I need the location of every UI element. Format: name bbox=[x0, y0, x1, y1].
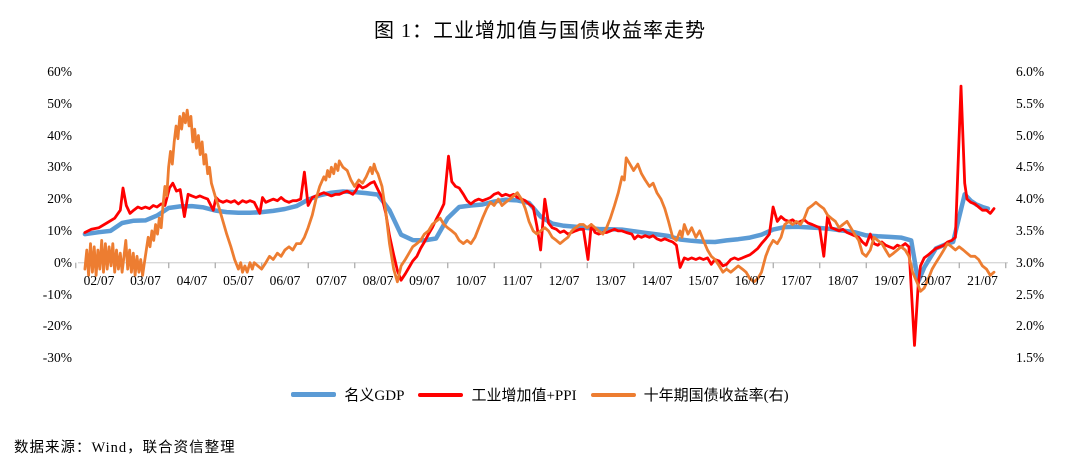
legend-label: 名义GDP bbox=[344, 388, 405, 404]
legend-line-swatch bbox=[590, 392, 636, 397]
x-axis-label: 08/07 bbox=[362, 273, 394, 288]
series-line-0 bbox=[82, 189, 991, 285]
x-axis-label: 05/07 bbox=[223, 273, 254, 288]
x-axis-label: 15/07 bbox=[688, 273, 719, 288]
y-axis-right-label: 3.5% bbox=[1016, 222, 1045, 238]
x-axis-label: 11/07 bbox=[502, 273, 533, 288]
legend-item-2: 十年期国债收益率(右) bbox=[590, 384, 789, 405]
y-axis-left-label: 20% bbox=[47, 191, 72, 207]
x-axis-label: 14/07 bbox=[641, 273, 673, 288]
x-axis-label: 02/07 bbox=[83, 273, 115, 288]
x-axis-label: 12/07 bbox=[548, 273, 580, 288]
y-axis-right-label: 2.0% bbox=[1016, 318, 1045, 334]
x-axis-label: 18/07 bbox=[827, 273, 859, 288]
legend: 名义GDP 工业增加值+PPI 十年期国债收益率(右) bbox=[0, 384, 1080, 405]
chart-title: 图 1：工业增加值与国债收益率走势 bbox=[374, 20, 706, 42]
series-line-1 bbox=[83, 84, 996, 347]
y-axis-right-label: 4.0% bbox=[1016, 191, 1045, 207]
legend-line-swatch bbox=[418, 392, 464, 397]
x-axis-label: 07/07 bbox=[316, 273, 347, 288]
x-axis-label: 06/07 bbox=[269, 273, 301, 288]
x-axis-label: 20/07 bbox=[920, 273, 952, 288]
y-axis-left-label: -30% bbox=[42, 350, 72, 366]
series-line-2 bbox=[83, 108, 996, 293]
y-axis-right-label: 1.5% bbox=[1016, 350, 1045, 366]
x-axis-label: 21/07 bbox=[967, 273, 998, 288]
x-axis-label: 17/07 bbox=[781, 273, 812, 288]
x-axis-label: 09/07 bbox=[409, 273, 440, 288]
y-axis-left-label: 10% bbox=[47, 222, 72, 238]
source-note: 数据来源：Wind，联合资信整理 bbox=[14, 440, 236, 456]
x-axis-label: 03/07 bbox=[130, 273, 161, 288]
x-axis-label: 19/07 bbox=[874, 273, 905, 288]
y-axis-right-label: 3.0% bbox=[1016, 254, 1045, 270]
y-axis-left-label: 0% bbox=[54, 254, 72, 270]
y-axis-left-label: -10% bbox=[42, 286, 72, 302]
x-axis-label: 04/07 bbox=[176, 273, 208, 288]
legend-label: 十年期国债收益率(右) bbox=[643, 388, 789, 404]
y-axis-right-label: 2.5% bbox=[1016, 286, 1045, 302]
y-axis-left-label: 30% bbox=[47, 159, 72, 175]
y-axis-right-label: 6.0% bbox=[1016, 63, 1045, 79]
y-axis-right-label: 5.5% bbox=[1016, 95, 1045, 111]
x-axis-label: 10/07 bbox=[455, 273, 487, 288]
y-axis-left-label: 60% bbox=[47, 63, 72, 79]
y-axis-right-label: 4.5% bbox=[1016, 159, 1045, 175]
legend-line-swatch bbox=[291, 392, 337, 397]
legend-label: 工业增加值+PPI bbox=[471, 388, 577, 404]
y-axis-left-label: 50% bbox=[47, 95, 72, 111]
x-axis-label: 13/07 bbox=[595, 273, 626, 288]
legend-item-0: 名义GDP bbox=[291, 384, 404, 405]
y-axis-right-label: 5.0% bbox=[1016, 127, 1045, 143]
y-axis-left-label: -20% bbox=[42, 318, 72, 334]
y-axis-left-label: 40% bbox=[47, 127, 72, 143]
legend-item-1: 工业增加值+PPI bbox=[418, 384, 577, 405]
x-axis-label: 16/07 bbox=[734, 273, 766, 288]
